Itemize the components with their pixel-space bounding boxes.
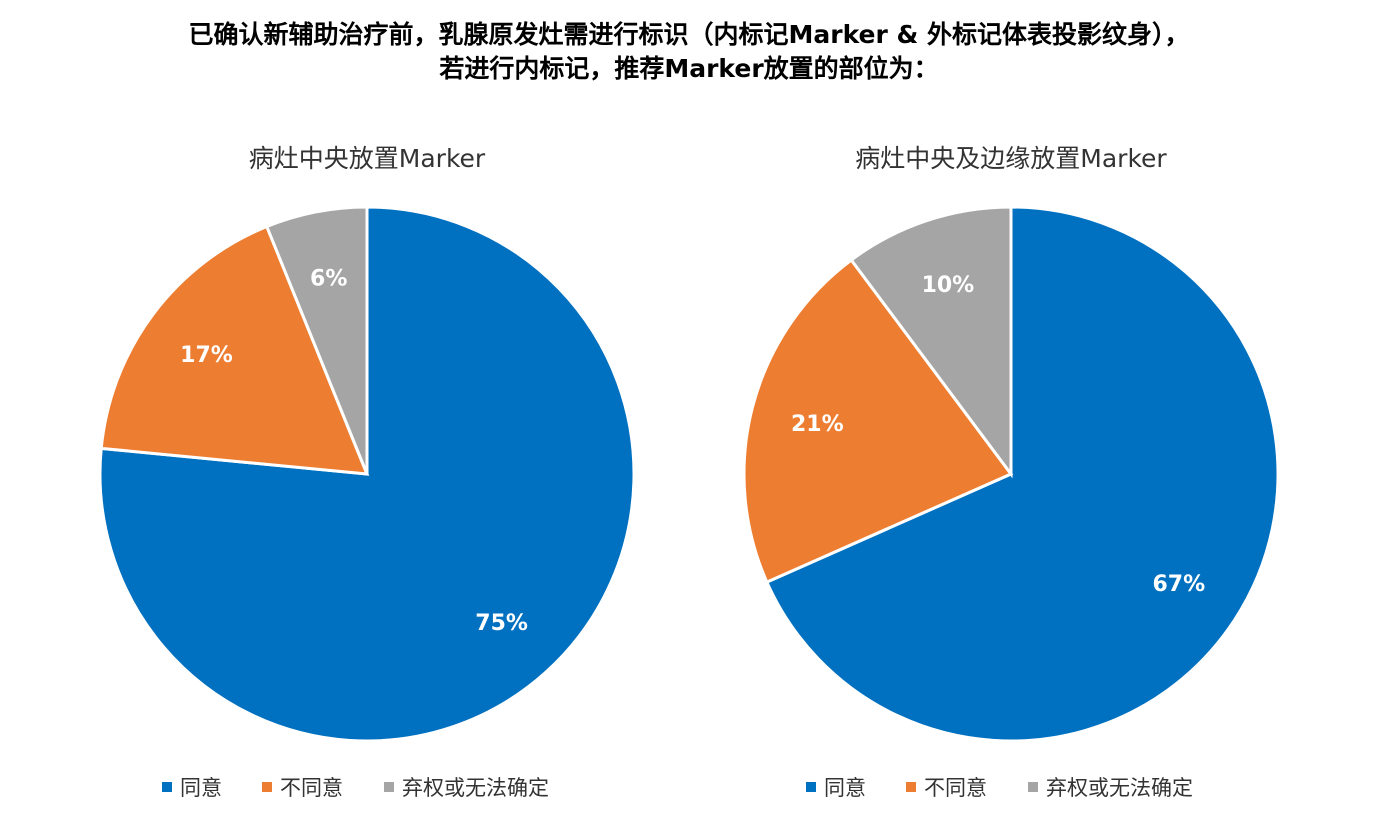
legend-label: 弃权或无法确定	[402, 776, 549, 800]
legend-swatch	[262, 782, 272, 792]
pie-slice-不同意	[742, 257, 1014, 585]
legend-swatch	[384, 782, 394, 792]
pie-chart-2: 病灶中央及边缘放置Marker 67% 21% 10% 同意 不同意 弃权或无法确定	[742, 144, 1280, 800]
pie-title: 病灶中央及边缘放置Marker	[855, 144, 1167, 173]
legend-label: 不同意	[280, 776, 343, 800]
data-label: 21%	[791, 412, 844, 437]
legend-label: 不同意	[924, 776, 987, 800]
legend-swatch	[162, 782, 172, 792]
data-label: 10%	[922, 273, 975, 298]
data-label: 75%	[475, 611, 528, 636]
chart-title-line2: 若进行内标记，推荐Marker放置的部位为：	[439, 54, 939, 83]
legend-label: 同意	[180, 776, 222, 800]
data-label: 6%	[310, 266, 347, 291]
pie-slice-弃权或无法确定	[264, 205, 369, 475]
legend-label: 同意	[824, 776, 866, 800]
data-label: 67%	[1152, 572, 1205, 597]
legend-label: 弃权或无法确定	[1046, 776, 1193, 800]
pie-slice-弃权或无法确定	[849, 205, 1013, 479]
legend-swatch	[1028, 782, 1038, 792]
pie-slice-同意	[764, 205, 1280, 743]
pie-title: 病灶中央放置Marker	[249, 144, 486, 173]
legend-swatch	[906, 782, 916, 792]
pie-slice-不同意	[99, 224, 370, 476]
pie-chart-1: 病灶中央放置Marker 75% 17% 6% 同意 不同意 弃权或无法确定	[98, 144, 636, 800]
chart-title-line1: 已确认新辅助治疗前，乳腺原发灶需进行标识（内标记Marker & 外标记体表投影…	[188, 20, 1190, 49]
data-label: 17%	[180, 343, 233, 368]
legend-swatch	[806, 782, 816, 792]
